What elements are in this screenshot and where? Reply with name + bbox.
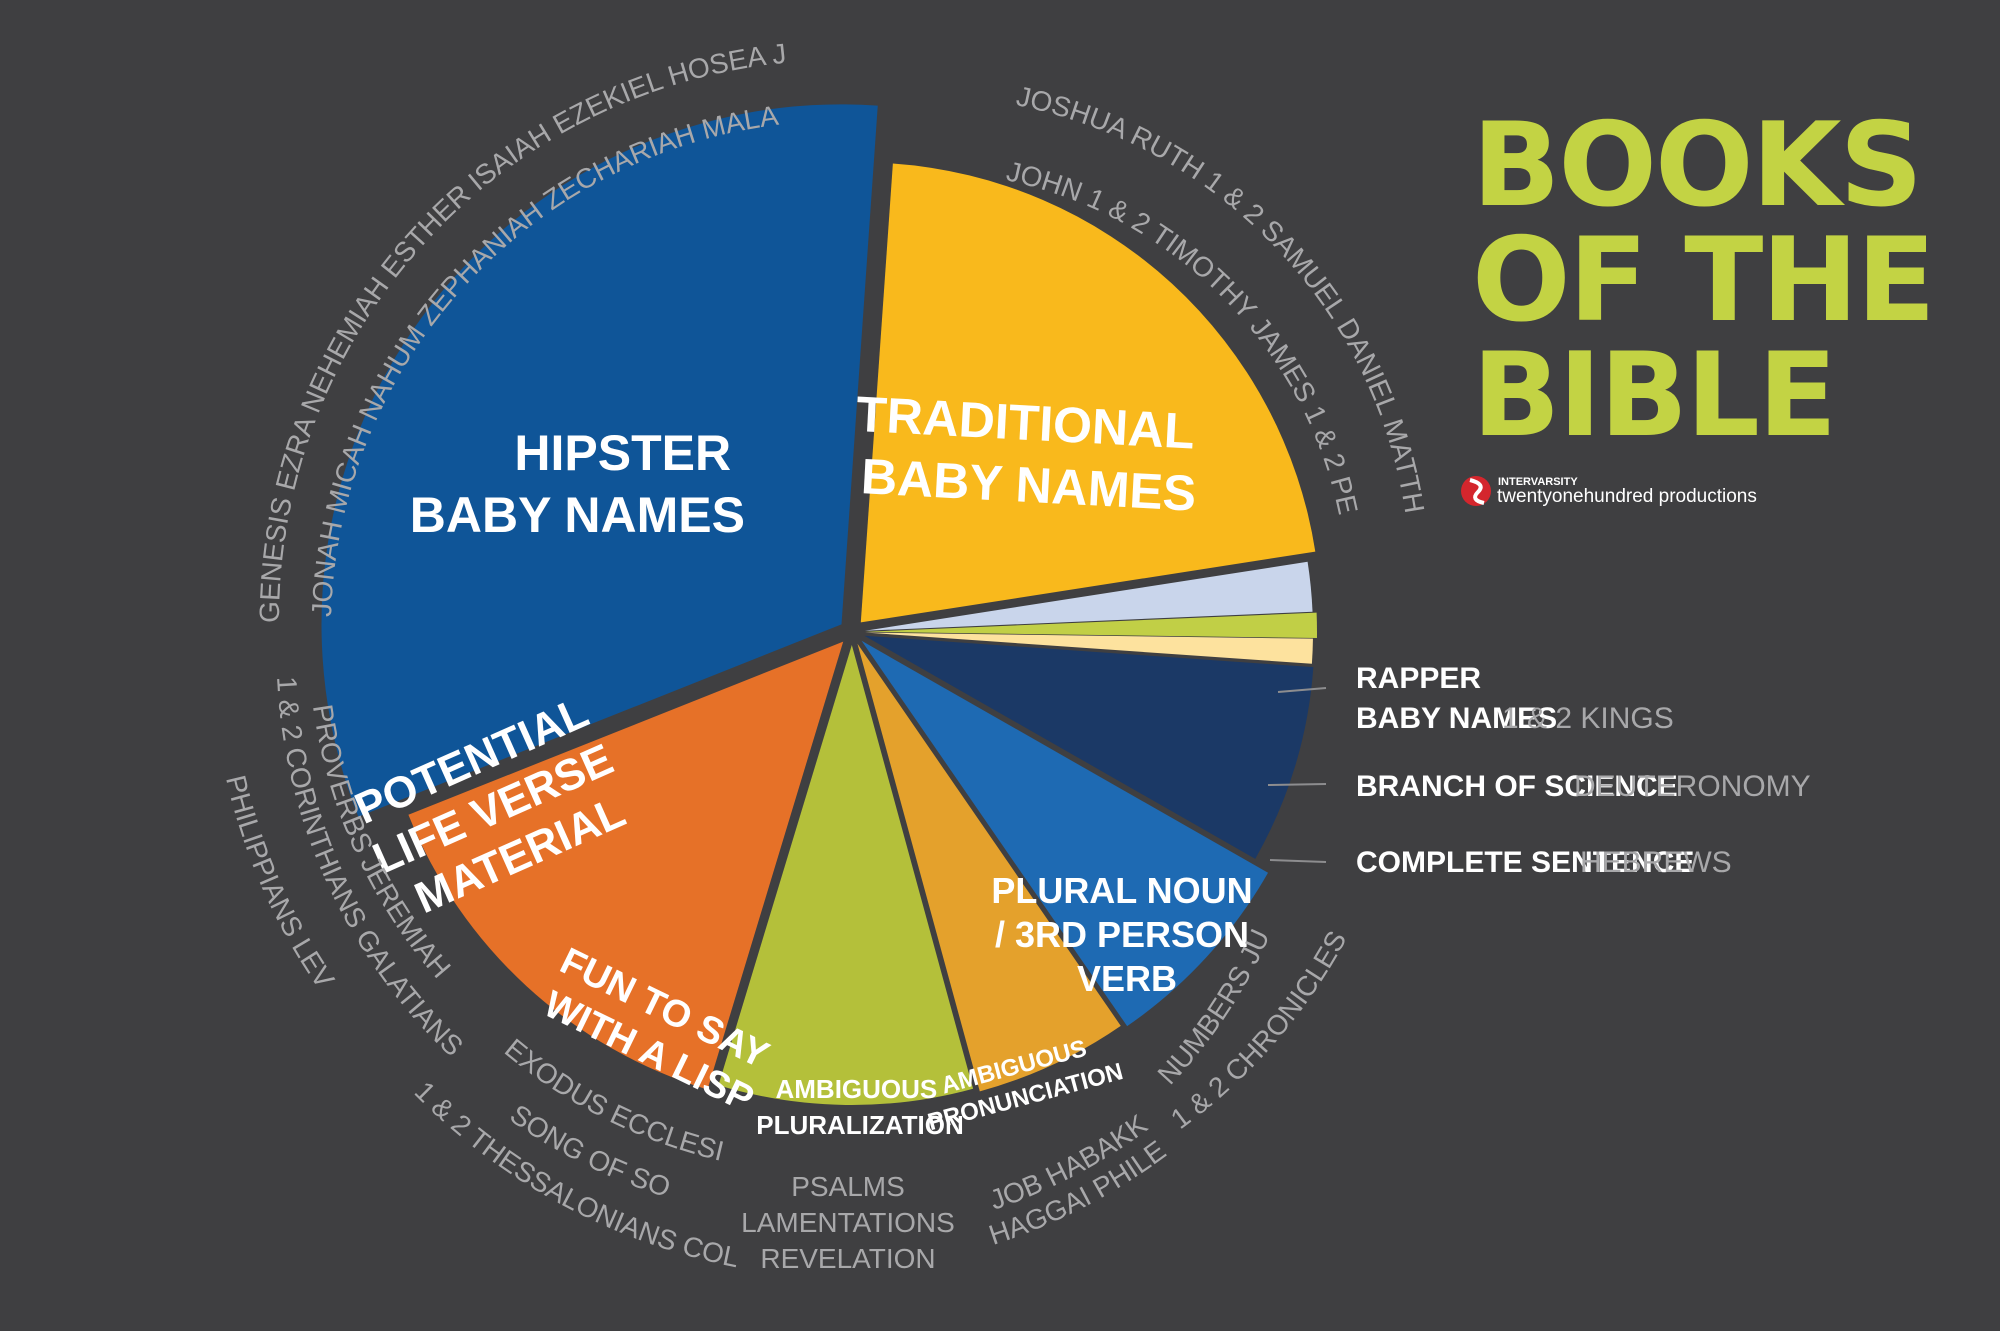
pie-slice-complete-sentence bbox=[864, 632, 1313, 664]
title-line-2: OF THE bbox=[1472, 213, 1934, 348]
pie-slice-ambiguous-pronunciation bbox=[861, 640, 1269, 1027]
pie-slice-fun-to-say-with-a-lisp bbox=[718, 644, 974, 1105]
pie-slice-potential-life-verse-material bbox=[408, 641, 844, 1090]
slice-label-pluralization: AMBIGUOUS PLURALIZATION bbox=[756, 1074, 964, 1140]
callout-books-rapper: 1 & 2 KINGS bbox=[1502, 702, 1674, 735]
callout-leader-sentence bbox=[1269, 859, 1327, 863]
books-pluralization-3: REVELATION bbox=[760, 1243, 935, 1274]
pie-slice-ambiguous-pluralization bbox=[857, 643, 1121, 1092]
pie-slices bbox=[321, 104, 1317, 1105]
title-line-3: BIBLE bbox=[1472, 328, 1835, 463]
callouts: RAPPER BABY NAMES 1 & 2 KINGS BRANCH OF … bbox=[1267, 662, 1811, 879]
pie-slice-traditional-baby-names bbox=[860, 163, 1316, 623]
slice-label-hipster: HIPSTER BABY NAMES bbox=[410, 425, 745, 543]
slice-label-plural-noun: PLURAL NOUN / 3RD PERSON VERB bbox=[991, 870, 1262, 999]
callout-label-rapper: RAPPER BABY NAMES bbox=[1356, 662, 1557, 735]
publisher-logo: INTERVARSITY twentyonehundred production… bbox=[1461, 476, 1757, 507]
callout-label-sentence: COMPLETE SENTENCE bbox=[1356, 846, 1694, 879]
callout-leader-science bbox=[1267, 783, 1327, 786]
title-block: BOOKS OF THE BIBLE bbox=[1472, 98, 1936, 463]
books-pluralization-2: LAMENTATIONS bbox=[741, 1207, 955, 1238]
intervarsity-logo-icon bbox=[1461, 476, 1491, 506]
publisher-name: twentyonehundred productions bbox=[1497, 486, 1757, 507]
publisher-brand: INTERVARSITY bbox=[1498, 476, 1578, 488]
callout-books-science: DEUTERONOMY bbox=[1574, 770, 1811, 803]
title-line-1: BOOKS bbox=[1472, 98, 1921, 233]
callout-label-science: BRANCH OF SCIENCE bbox=[1356, 770, 1678, 803]
pie-slice-rapper-baby-names bbox=[864, 561, 1313, 631]
pie-slice-hipster-baby-names bbox=[321, 104, 878, 817]
books-pluralization-1: PSALMS bbox=[791, 1171, 905, 1202]
callout-leader-rapper bbox=[1277, 687, 1327, 693]
pie-slice-branch-of-science bbox=[864, 612, 1317, 639]
callout-books-sentence: HEBREWS bbox=[1580, 846, 1732, 879]
pie-slice-plural-noun-3rd-person-verb bbox=[864, 635, 1314, 859]
